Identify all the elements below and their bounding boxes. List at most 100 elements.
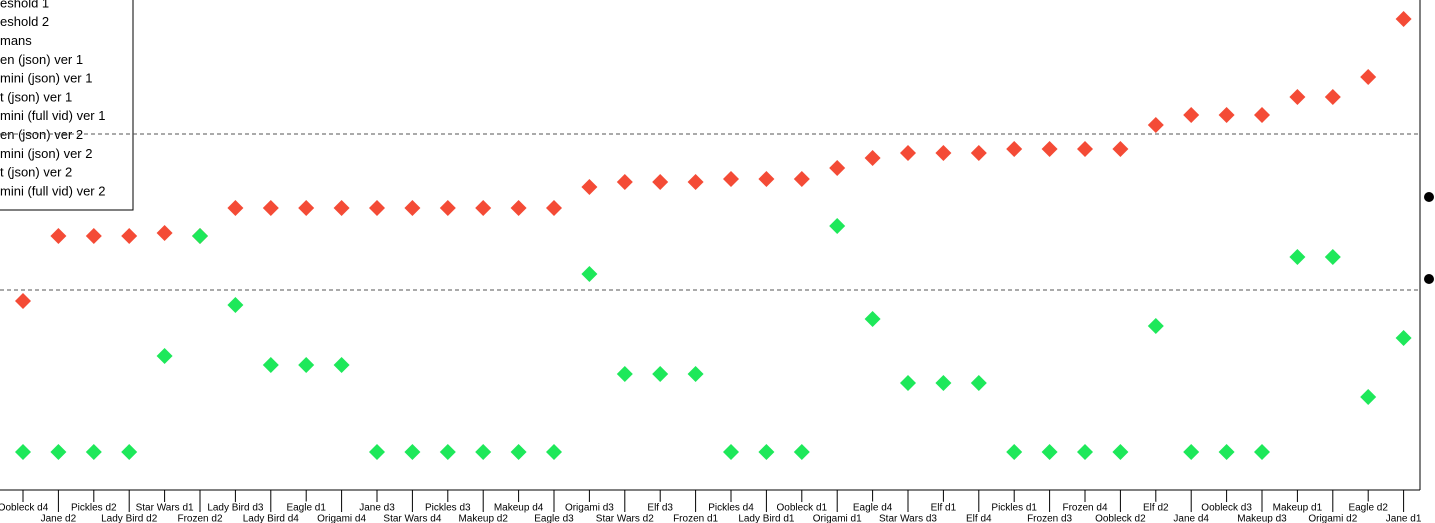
point xyxy=(404,444,421,460)
point xyxy=(262,357,279,373)
point xyxy=(1289,249,1306,265)
point xyxy=(333,357,350,373)
x-tick-label: Eagle d4 xyxy=(853,503,893,514)
x-tick-label: Star Wars d1 xyxy=(136,503,194,514)
x-tick-label: Frozen d2 xyxy=(177,514,222,523)
x-tick-label: Oobleck d3 xyxy=(1201,503,1252,514)
x-tick-label: Star Wars d3 xyxy=(879,514,937,523)
point xyxy=(439,200,456,216)
point xyxy=(1254,107,1270,123)
x-tick-label: Pickles d4 xyxy=(708,503,754,514)
legend-label: t (json) ver 2 xyxy=(0,165,72,180)
point xyxy=(935,145,952,161)
point xyxy=(227,297,244,313)
point xyxy=(652,366,669,382)
point xyxy=(1006,141,1023,157)
point xyxy=(121,228,138,244)
point xyxy=(475,444,492,460)
point xyxy=(616,366,633,382)
point xyxy=(1254,444,1270,460)
x-tick-label: Makeup d1 xyxy=(1273,503,1323,514)
point xyxy=(758,171,775,187)
x-tick-label: Elf d1 xyxy=(931,503,957,514)
x-tick-label: Lady Bird d2 xyxy=(101,514,158,523)
point xyxy=(1183,107,1200,123)
point xyxy=(581,266,598,282)
x-tick-label: Makeup d4 xyxy=(494,503,544,514)
point xyxy=(121,444,138,460)
point xyxy=(1218,444,1235,460)
x-tick-label: Eagle d3 xyxy=(534,514,574,523)
point xyxy=(192,228,208,244)
point xyxy=(546,200,562,216)
x-tick-label: Origami d3 xyxy=(565,503,614,514)
x-tick-label: Lady Bird d1 xyxy=(738,514,795,523)
x-tick-label: Elf d3 xyxy=(647,503,673,514)
point xyxy=(369,444,385,460)
x-tick-label: Elf d4 xyxy=(966,514,992,523)
point xyxy=(1112,444,1129,460)
x-tick-label: Eagle d2 xyxy=(1348,503,1388,514)
legend-label: mini (full vid) ver 1 xyxy=(0,108,105,123)
point xyxy=(262,200,279,216)
x-tick-label: Makeup d2 xyxy=(458,514,508,523)
x-tick-label: Oobleck d2 xyxy=(1095,514,1146,523)
point xyxy=(793,171,810,187)
legend-label: mini (json) ver 2 xyxy=(0,146,92,161)
x-tick-label: Frozen d1 xyxy=(673,514,718,523)
point xyxy=(546,444,562,460)
x-tick-label: Oobleck d1 xyxy=(777,503,828,514)
point xyxy=(510,444,527,460)
point xyxy=(1360,389,1377,405)
x-tick-label: Pickles d2 xyxy=(71,503,117,514)
edge-dot xyxy=(1424,192,1434,202)
point xyxy=(616,174,633,190)
point xyxy=(1041,444,1058,460)
x-tick-label: Frozen d4 xyxy=(1062,503,1107,514)
x-tick-label: Jane d2 xyxy=(41,514,77,523)
point xyxy=(156,348,173,364)
point xyxy=(1077,444,1093,460)
point xyxy=(935,375,952,391)
point xyxy=(723,444,739,460)
point xyxy=(970,375,987,391)
point xyxy=(1041,141,1058,157)
point xyxy=(687,366,704,382)
legend-label: mini (json) ver 1 xyxy=(0,71,92,86)
point xyxy=(1360,69,1377,85)
legend-label: mini (full vid) ver 2 xyxy=(0,183,105,198)
point xyxy=(1324,249,1341,265)
point xyxy=(1183,444,1200,460)
point xyxy=(1289,89,1306,105)
x-tick-label: Origami d2 xyxy=(1308,514,1357,523)
point xyxy=(652,174,669,190)
x-tick-label: Origami d4 xyxy=(317,514,366,523)
point xyxy=(333,200,350,216)
point xyxy=(1147,318,1164,334)
point xyxy=(298,357,315,373)
point xyxy=(85,228,102,244)
legend-label: en (json) ver 2 xyxy=(0,127,83,142)
point xyxy=(85,444,102,460)
point xyxy=(864,311,881,327)
x-tick-label: Makeup d3 xyxy=(1237,514,1287,523)
point xyxy=(1147,117,1164,133)
x-tick-label: Pickles d1 xyxy=(991,503,1037,514)
point xyxy=(900,375,916,391)
point xyxy=(1395,330,1412,346)
legend-label: en (json) ver 1 xyxy=(0,52,83,67)
x-tick-label: Jane d1 xyxy=(1386,514,1422,523)
x-tick-label: Star Wars d4 xyxy=(383,514,441,523)
legend-label: eshold 1 xyxy=(0,0,49,10)
point xyxy=(50,228,67,244)
point xyxy=(369,200,385,216)
x-tick-label: Pickles d3 xyxy=(425,503,471,514)
point xyxy=(475,200,492,216)
x-tick-label: Origami d1 xyxy=(813,514,862,523)
point xyxy=(900,145,916,161)
x-tick-label: Jane d3 xyxy=(359,503,395,514)
legend: eshold 1 eshold 2 mans en (json) ver 1 mini … xyxy=(0,0,134,211)
x-tick-label: Star Wars d2 xyxy=(596,514,654,523)
x-tick-label: Oobleck d4 xyxy=(0,503,49,514)
